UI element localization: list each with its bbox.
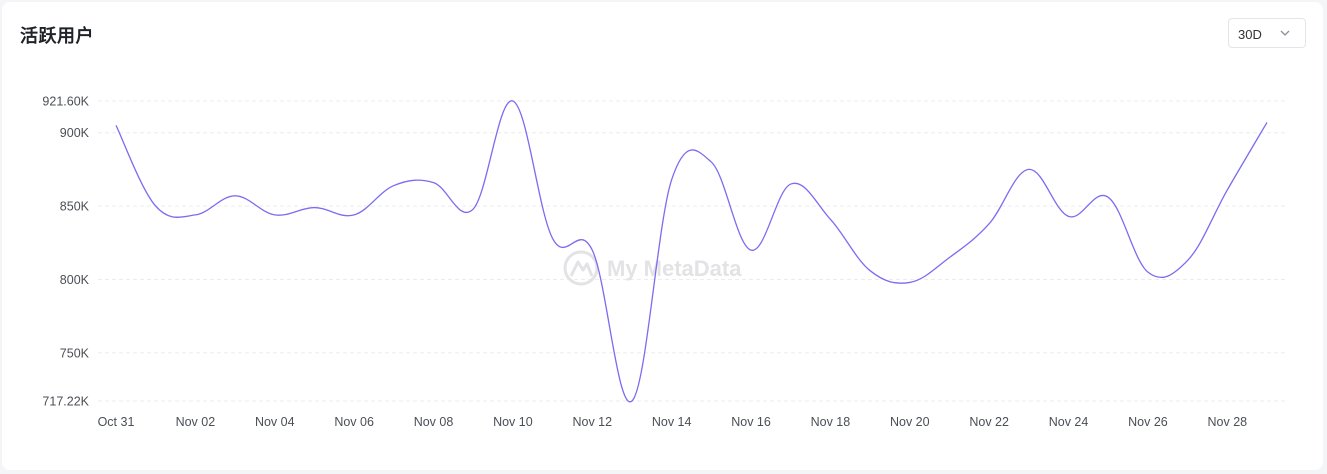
x-tick-label: Nov 12 [572,415,612,429]
x-tick-label: Nov 28 [1208,415,1248,429]
x-tick-label: Nov 06 [334,415,374,429]
x-tick-label: Nov 02 [176,415,216,429]
x-tick-label: Oct 31 [98,415,135,429]
y-tick-label: 921.60K [42,95,89,109]
y-tick-label: 750K [60,346,90,360]
watermark-text: My MetaData [607,256,742,281]
y-tick-label: 717.22K [42,395,89,409]
card-title: 活跃用户 [20,26,94,47]
series-line [115,100,1268,403]
x-tick-label: Nov 08 [414,415,454,429]
y-tick-label: 900K [60,126,90,140]
grid-lines [98,100,1287,402]
x-tick-label: Nov 14 [652,415,692,429]
range-select-value: 30D [1238,27,1262,42]
logo-icon [563,250,599,286]
x-tick-label: Nov 04 [255,415,295,429]
x-tick-label: Nov 16 [731,415,771,429]
x-tick-label: Nov 22 [969,415,1009,429]
y-tick-label: 850K [60,200,90,214]
x-tick-label: Nov 20 [890,415,930,429]
x-tick-label: Nov 24 [1049,415,1089,429]
x-axis: Oct 31 Nov 02 Nov 04 Nov 06 Nov 08 Nov 10 Nov … [98,415,1248,429]
x-tick-label: Nov 26 [1128,415,1168,429]
y-axis: 717.22K 750K 800K 850K 900K 921.60K [42,95,89,409]
chevron-down-icon [1280,30,1290,36]
x-tick-label: Nov 10 [493,415,533,429]
watermark: My MetaData [563,250,742,286]
y-tick-label: 800K [60,273,90,287]
range-select[interactable]: 30D [1228,18,1306,48]
x-tick-label: Nov 18 [811,415,851,429]
